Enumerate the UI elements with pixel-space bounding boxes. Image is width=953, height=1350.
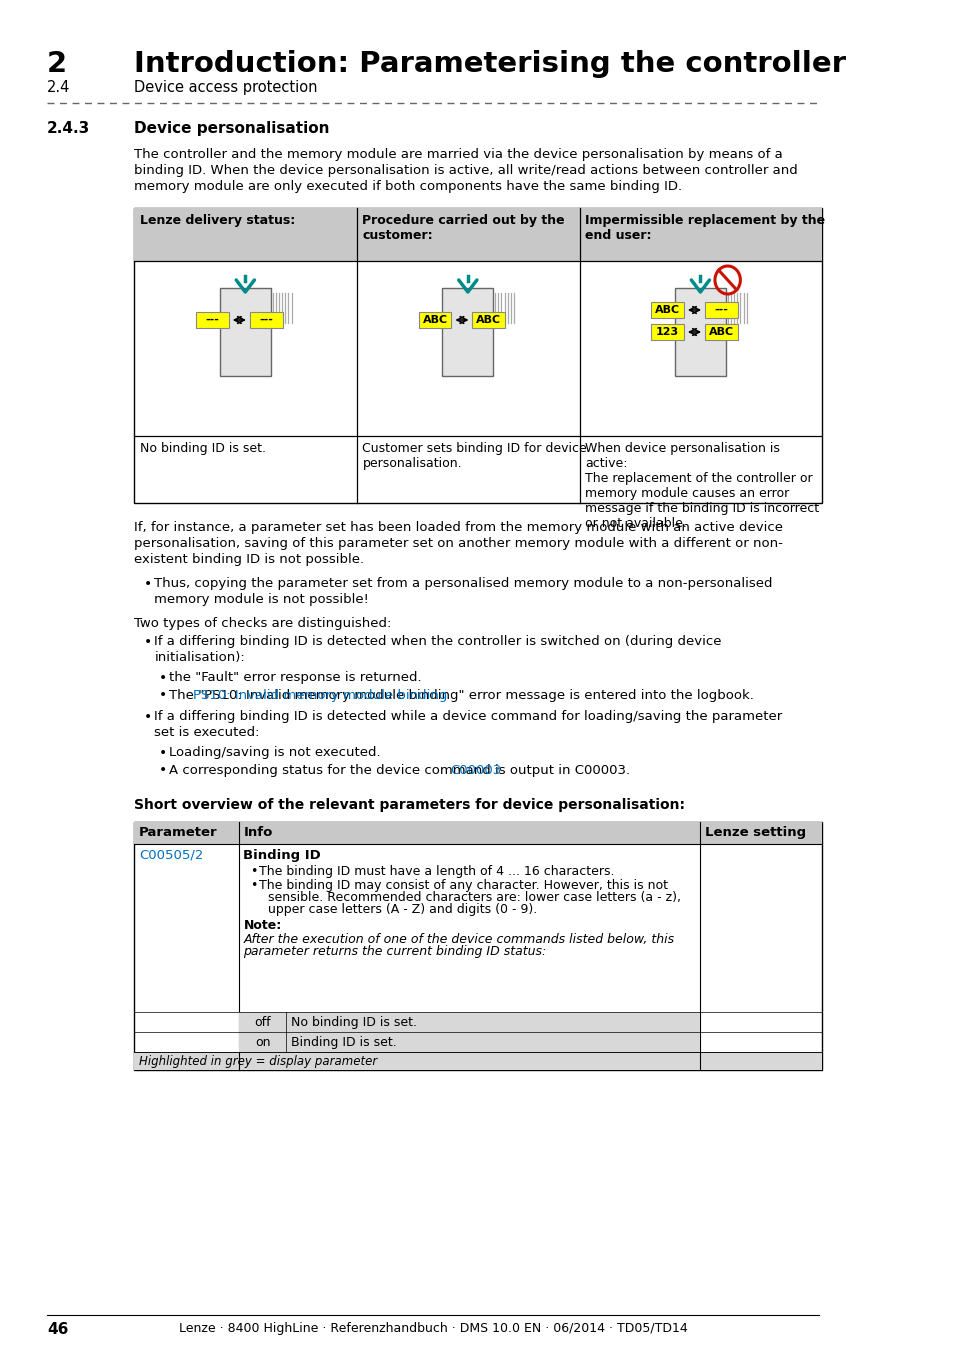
Text: No binding ID is set.: No binding ID is set.: [140, 441, 266, 455]
Text: ---: ---: [206, 315, 219, 325]
Text: binding ID. When the device personalisation is active, all write/read actions be: binding ID. When the device personalisat…: [134, 163, 798, 177]
Bar: [134, 822, 821, 844]
Text: 2: 2: [48, 50, 68, 78]
Text: Customer sets binding ID for device
personalisation.: Customer sets binding ID for device pers…: [362, 441, 587, 470]
Text: When device personalisation is
active:
The replacement of the controller or
memo: When device personalisation is active: T…: [584, 441, 819, 531]
Text: The binding ID may consist of any character. However, this is not: The binding ID may consist of any charac…: [258, 879, 667, 892]
Text: existent binding ID is not possible.: existent binding ID is not possible.: [134, 554, 364, 566]
Bar: [238, 1012, 700, 1031]
Bar: [250, 312, 282, 328]
Text: After the execution of one of the device commands listed below, this: After the execution of one of the device…: [243, 933, 674, 946]
Text: sensible. Recommended characters are: lower case letters (a - z),: sensible. Recommended characters are: lo…: [268, 891, 680, 904]
Bar: [651, 324, 683, 340]
Text: ABC: ABC: [422, 315, 447, 325]
Text: upper case letters (A - Z) and digits (0 - 9).: upper case letters (A - Z) and digits (0…: [268, 903, 537, 917]
Bar: [472, 312, 504, 328]
Text: ABC: ABC: [708, 327, 733, 338]
Text: Note:: Note:: [243, 919, 281, 931]
Text: ABC: ABC: [476, 315, 500, 325]
Text: 123: 123: [656, 327, 679, 338]
Text: PS10: Invalid memory module binding: PS10: Invalid memory module binding: [193, 688, 447, 702]
Text: •: •: [159, 747, 167, 760]
Text: •: •: [143, 576, 152, 591]
Bar: [418, 312, 451, 328]
Text: Procedure carried out by the
customer:: Procedure carried out by the customer:: [362, 215, 564, 242]
Text: •: •: [159, 763, 167, 778]
Bar: [442, 288, 493, 377]
Bar: [704, 324, 737, 340]
Text: 2.4: 2.4: [48, 80, 71, 94]
Text: parameter returns the current binding ID status:: parameter returns the current binding ID…: [243, 945, 546, 958]
Text: on: on: [254, 1035, 270, 1049]
Text: Device personalisation: Device personalisation: [134, 122, 330, 136]
Text: If, for instance, a parameter set has been loaded from the memory module with an: If, for instance, a parameter set has be…: [134, 521, 782, 535]
Text: •: •: [143, 634, 152, 649]
Text: If a differing binding ID is detected when the controller is switched on (during: If a differing binding ID is detected wh…: [154, 634, 721, 648]
Text: Highlighted in grey = display parameter: Highlighted in grey = display parameter: [139, 1054, 376, 1068]
Text: memory module are only executed if both components have the same binding ID.: memory module are only executed if both …: [134, 180, 681, 193]
Text: No binding ID is set.: No binding ID is set.: [291, 1017, 416, 1029]
Text: Binding ID is set.: Binding ID is set.: [291, 1035, 396, 1049]
Text: initialisation):: initialisation):: [154, 651, 245, 664]
Text: The binding ID must have a length of 4 ... 16 characters.: The binding ID must have a length of 4 .…: [258, 865, 614, 878]
Text: The controller and the memory module are married via the device personalisation : The controller and the memory module are…: [134, 148, 782, 161]
Text: •: •: [159, 671, 167, 684]
Bar: [134, 208, 821, 261]
Text: If a differing binding ID is detected while a device command for loading/saving : If a differing binding ID is detected wh…: [154, 710, 781, 724]
Text: •: •: [143, 710, 152, 724]
Bar: [651, 302, 683, 319]
Text: The "PS10: Invalid memory module binding" error message is entered into the logb: The "PS10: Invalid memory module binding…: [169, 688, 753, 702]
Text: memory module is not possible!: memory module is not possible!: [154, 593, 369, 606]
Text: Lenze delivery status:: Lenze delivery status:: [140, 215, 294, 227]
Text: •: •: [159, 688, 167, 702]
Bar: [219, 288, 271, 377]
Text: ---: ---: [259, 315, 273, 325]
Bar: [704, 302, 737, 319]
Text: Introduction: Parameterising the controller: Introduction: Parameterising the control…: [134, 50, 845, 78]
Text: Impermissible replacement by the
end user:: Impermissible replacement by the end use…: [584, 215, 824, 242]
Text: Device access protection: Device access protection: [134, 80, 317, 94]
Text: Binding ID: Binding ID: [243, 849, 321, 863]
Text: Short overview of the relevant parameters for device personalisation:: Short overview of the relevant parameter…: [134, 798, 684, 811]
Bar: [196, 312, 229, 328]
Text: personalisation, saving of this parameter set on another memory module with a di: personalisation, saving of this paramete…: [134, 537, 782, 549]
Text: C00003: C00003: [450, 764, 501, 778]
Text: the "Fault" error response is returned.: the "Fault" error response is returned.: [169, 671, 421, 684]
Text: 2.4.3: 2.4.3: [48, 122, 91, 136]
Text: C00505/2: C00505/2: [139, 849, 203, 863]
Bar: [238, 1031, 700, 1052]
Text: •: •: [250, 865, 257, 878]
Text: Lenze · 8400 HighLine · Referenzhandbuch · DMS 10.0 EN · 06/2014 · TD05/TD14: Lenze · 8400 HighLine · Referenzhandbuch…: [179, 1322, 687, 1335]
Text: ABC: ABC: [655, 305, 679, 315]
Text: set is executed:: set is executed:: [154, 726, 259, 738]
Text: Loading/saving is not executed.: Loading/saving is not executed.: [169, 747, 380, 759]
Text: Info: Info: [243, 826, 273, 838]
Bar: [134, 822, 821, 1071]
Text: Thus, copying the parameter set from a personalised memory module to a non-perso: Thus, copying the parameter set from a p…: [154, 576, 772, 590]
Bar: [134, 1052, 821, 1071]
Text: Lenze setting: Lenze setting: [704, 826, 805, 838]
Text: 46: 46: [48, 1322, 69, 1336]
Text: Parameter: Parameter: [139, 826, 217, 838]
Text: Two types of checks are distinguished:: Two types of checks are distinguished:: [134, 617, 392, 630]
Bar: [675, 288, 725, 377]
Text: ---: ---: [714, 305, 727, 315]
Text: •: •: [250, 879, 257, 892]
Text: off: off: [253, 1017, 271, 1029]
Text: A corresponding status for the device command is output in C00003.: A corresponding status for the device co…: [169, 764, 629, 778]
Bar: [134, 208, 821, 504]
